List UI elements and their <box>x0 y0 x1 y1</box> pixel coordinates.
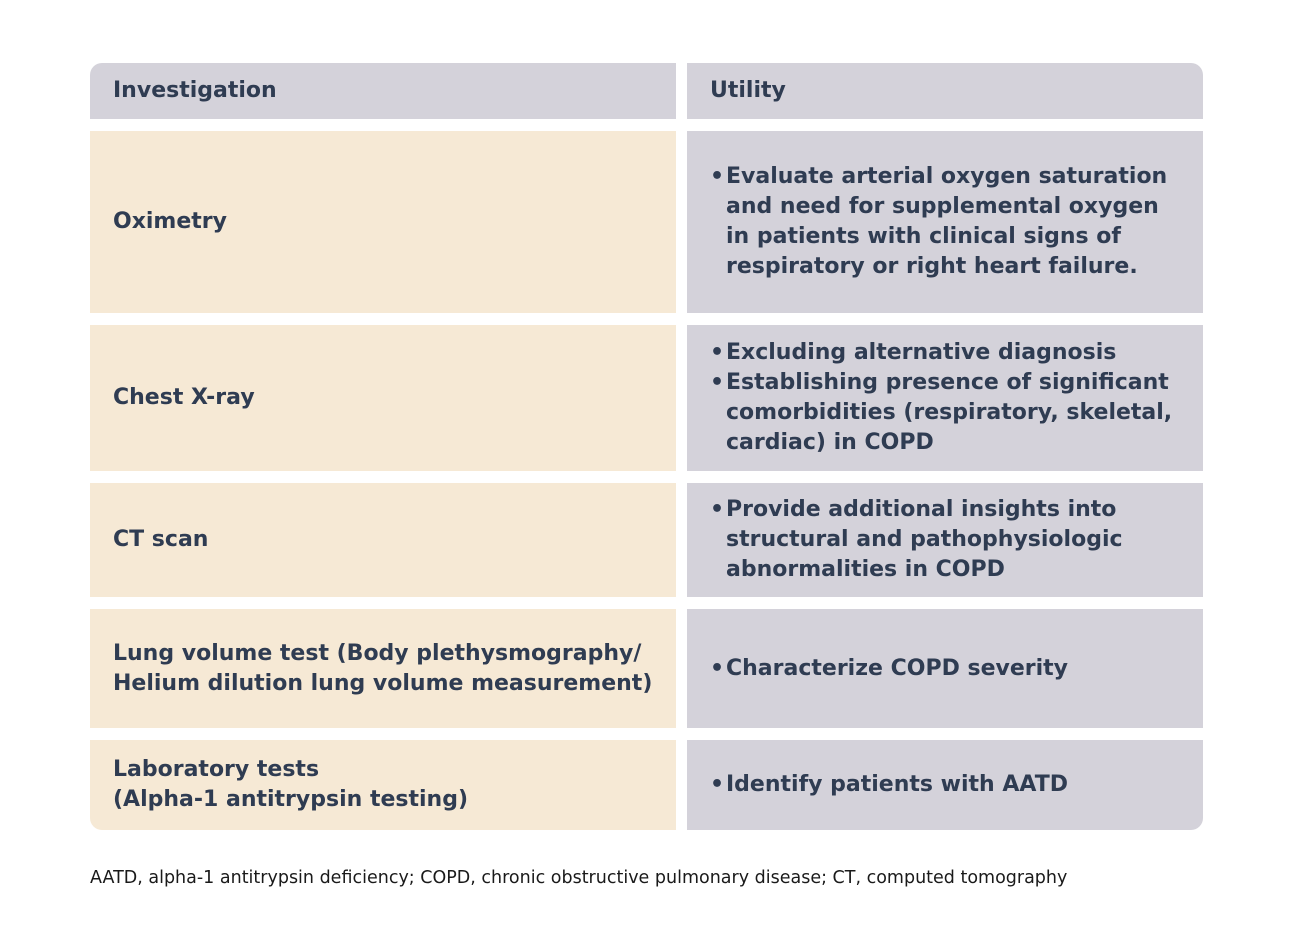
investigation-cell: Lung volume test (Body plethysmography/ … <box>90 609 676 728</box>
investigations-table: Investigation Utility Oximetry Evaluate … <box>90 63 1203 830</box>
abbreviations-footnote: AATD, alpha-1 antitrypsin deficiency; CO… <box>90 868 1068 888</box>
table-row: Laboratory tests (Alpha-1 antitrypsin te… <box>90 740 1203 830</box>
utility-cell: Provide additional insights into structu… <box>687 483 1203 597</box>
utility-item: Establishing presence of significant com… <box>710 368 1187 458</box>
investigation-cell: Laboratory tests (Alpha-1 antitrypsin te… <box>90 740 676 830</box>
table-row: Lung volume test (Body plethysmography/ … <box>90 609 1203 728</box>
table-row: CT scan Provide additional insights into… <box>90 483 1203 597</box>
utility-item: Excluding alternative diagnosis <box>710 338 1187 368</box>
header-utility: Utility <box>687 63 1203 119</box>
utility-list: Identify patients with AATD <box>710 770 1068 800</box>
utility-item: Identify patients with AATD <box>710 770 1068 800</box>
investigation-line: Lung volume test (Body plethysmography/ <box>113 640 642 666</box>
utility-list: Provide additional insights into structu… <box>710 495 1187 585</box>
investigation-line: Chest X-ray <box>113 385 255 410</box>
header-investigation: Investigation <box>90 63 676 119</box>
investigation-line: Helium dilution lung volume measurement) <box>113 670 653 696</box>
utility-item: Provide additional insights into structu… <box>710 495 1187 585</box>
investigation-text: Lung volume test (Body plethysmography/ … <box>113 639 652 699</box>
investigation-cell: Oximetry <box>90 131 676 313</box>
utility-list: Characterize COPD severity <box>710 654 1068 684</box>
utility-item: Evaluate arterial oxygen saturation and … <box>710 162 1187 282</box>
utility-list: Evaluate arterial oxygen saturation and … <box>710 162 1187 282</box>
utility-cell: Characterize COPD severity <box>687 609 1203 728</box>
investigation-line: (Alpha-1 antitrypsin testing) <box>113 787 469 812</box>
investigation-text: Laboratory tests (Alpha-1 antitrypsin te… <box>113 755 468 815</box>
utility-cell: Excluding alternative diagnosis Establis… <box>687 325 1203 471</box>
table-row: Chest X-ray Excluding alternative diagno… <box>90 325 1203 471</box>
investigation-cell: CT scan <box>90 483 676 597</box>
utility-cell: Identify patients with AATD <box>687 740 1203 830</box>
utility-item: Characterize COPD severity <box>710 654 1068 684</box>
investigation-cell: Chest X-ray <box>90 325 676 471</box>
investigation-line: Oximetry <box>113 209 227 234</box>
utility-list: Excluding alternative diagnosis Establis… <box>710 338 1187 458</box>
table-header-row: Investigation Utility <box>90 63 1203 119</box>
table-row: Oximetry Evaluate arterial oxygen satura… <box>90 131 1203 313</box>
investigation-line: CT scan <box>113 527 209 552</box>
utility-cell: Evaluate arterial oxygen saturation and … <box>687 131 1203 313</box>
investigation-line: Laboratory tests <box>113 757 320 782</box>
